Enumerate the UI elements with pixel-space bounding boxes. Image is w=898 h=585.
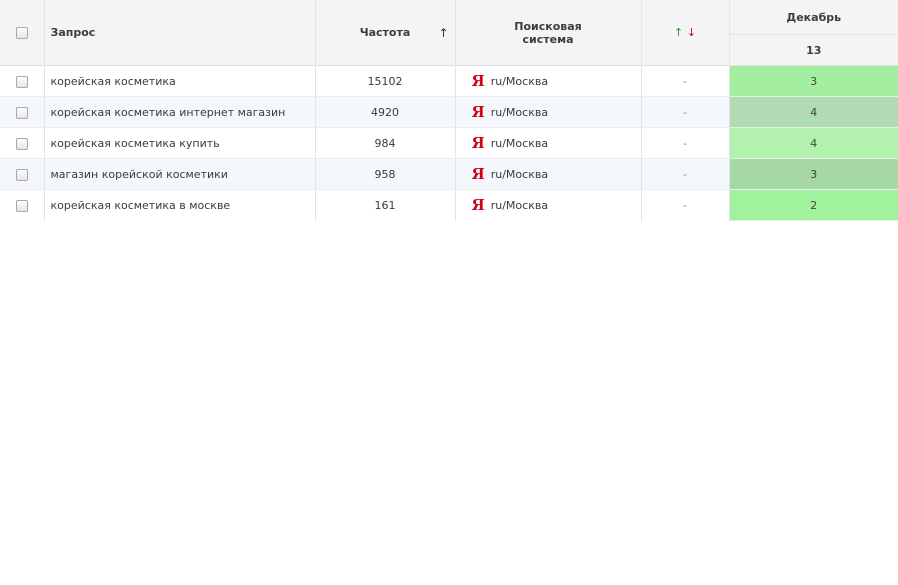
row-checkbox[interactable] [15,106,28,119]
region-label: ru/Москва [490,105,549,119]
frequency-cell: 161 [315,189,456,221]
frequency-cell: 15102 [315,65,456,97]
dynamics-cell: - [641,158,730,190]
dynamics-cell: - [641,189,730,221]
region-label: ru/Москва [490,167,549,181]
yandex-icon: Я [471,196,485,215]
position-cell[interactable]: 4 [729,96,898,128]
yandex-icon: Я [471,103,485,121]
yandex-icon: Я [471,134,485,152]
frequency-header-label: Частота [359,26,411,39]
query-cell: корейская косметика в москве [44,189,316,221]
dynamics-value: - [683,198,687,212]
region-label: ru/Москва [490,136,549,150]
query-header[interactable]: Запрос [44,0,316,66]
dynamics-cell: - [641,127,730,159]
query-cell: магазин корейской косметики [44,158,316,190]
frequency-header[interactable]: Частота ↑ [315,0,456,66]
region-label: ru/Москва [490,198,549,212]
yandex-icon: Я [471,72,485,90]
row-select-cell [0,96,45,128]
dynamics-value: - [683,105,687,119]
row-select-cell [0,158,45,190]
dynamics-cell: - [641,65,730,97]
dynamics-value: - [683,136,687,150]
query-cell: корейская косметика интернет магазин [44,96,316,128]
frequency-cell: 4920 [315,96,456,128]
position-cell[interactable]: 4 [729,127,898,159]
row-select-cell [0,189,45,221]
dynamics-value: - [683,167,687,181]
row-checkbox[interactable] [15,75,28,88]
sort-ascending-icon[interactable]: ↑ [438,25,449,40]
row-select-cell [0,65,45,97]
region-label: ru/Москва [490,74,549,88]
position-cell[interactable]: 3 [729,158,898,190]
row-checkbox[interactable] [15,137,28,150]
arrow-down-icon: ↓ [686,26,697,39]
select-all-cell [0,0,45,66]
month-header-label: Декабрь [786,10,842,24]
row-select-cell [0,127,45,159]
select-all-checkbox[interactable] [15,27,28,39]
query-header-label: Запрос [50,26,96,39]
query-cell: корейская косметика купить [44,127,316,159]
frequency-cell: 958 [315,158,456,190]
dynamics-header[interactable]: ↑ ↓ [641,0,730,66]
arrow-up-icon: ↑ [673,26,684,39]
row-checkbox[interactable] [15,168,28,181]
day-header[interactable]: 13 [729,34,898,66]
month-header: Декабрь [729,0,898,35]
search-engine-header-line2: система [522,32,574,46]
table-row: корейская косметика интернет магазин 492… [0,96,898,128]
yandex-icon: Я [471,165,485,183]
dynamics-value: - [683,74,687,88]
search-engine-header[interactable]: Поисковая система [455,0,642,66]
dynamics-cell: - [641,96,730,128]
position-cell[interactable]: 3 [729,65,898,97]
positions-table: Запрос Частота ↑ Поисковая система ↑ ↓ Д… [0,0,898,221]
row-checkbox[interactable] [15,199,28,212]
search-engine-header-line1: Поисковая [514,19,582,33]
query-cell: корейская косметика [44,65,316,97]
position-cell[interactable]: 2 [729,189,898,221]
frequency-cell: 984 [315,127,456,159]
day-header-label: 13 [806,43,822,57]
